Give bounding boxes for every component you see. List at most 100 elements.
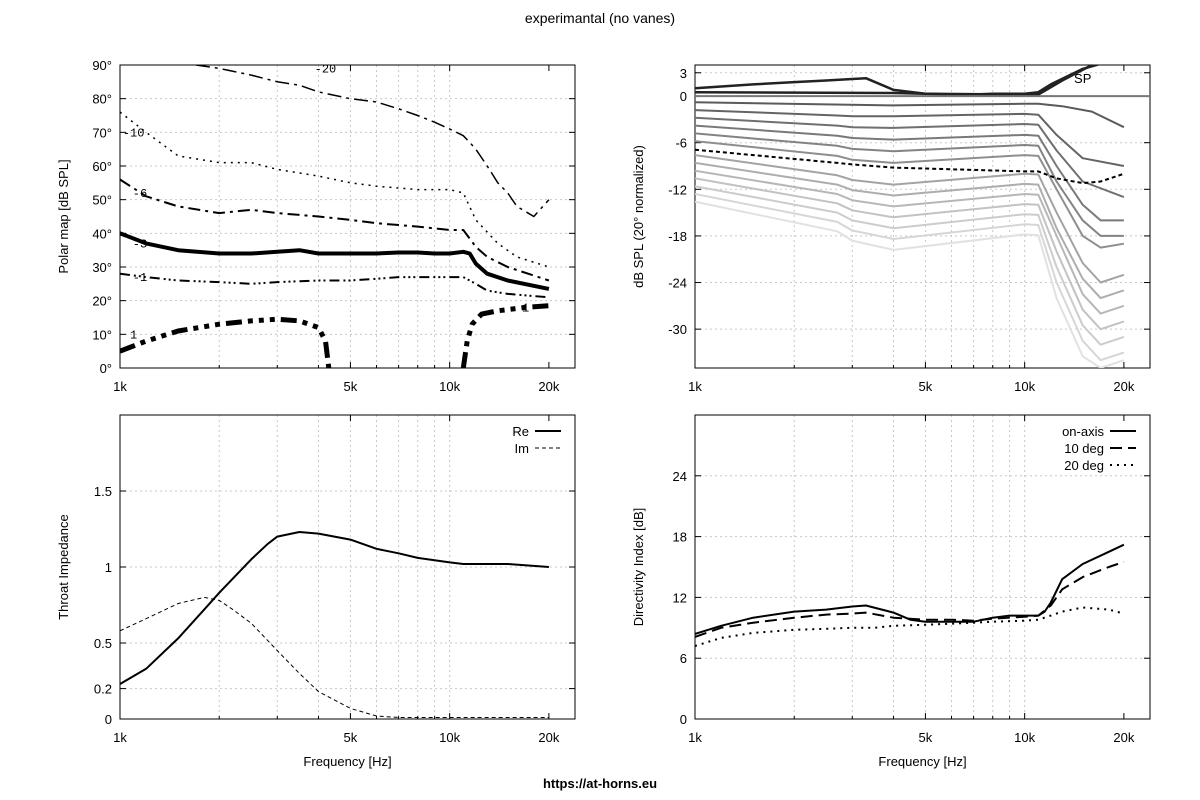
- legend-label: Im: [515, 441, 529, 456]
- series-line: [695, 132, 1124, 237]
- x-tick-label: 1k: [688, 730, 702, 745]
- series-line: [120, 272, 549, 299]
- y-tick-label: 0: [680, 89, 687, 104]
- legend-label: Re: [512, 424, 529, 439]
- page-title: experimantal (no vanes): [524, 10, 676, 26]
- x-tick-label: 20k: [538, 730, 559, 745]
- series-line: [695, 169, 1125, 315]
- y-tick-label: 0: [680, 712, 687, 727]
- series-line: [695, 193, 1125, 362]
- contour-label: -6: [133, 187, 147, 201]
- y-tick-label: 24: [673, 469, 687, 484]
- series-line: [120, 596, 549, 718]
- x-tick-label: 10k: [1014, 379, 1035, 394]
- x-tick-label: 1k: [113, 730, 127, 745]
- series-group: [695, 543, 1125, 647]
- y-tick-label: 1: [105, 560, 112, 575]
- series-line: [695, 148, 1125, 185]
- contour-label: -3: [133, 237, 147, 251]
- series-line: [695, 154, 1125, 284]
- y-tick-label: 10°: [92, 327, 112, 342]
- y-tick-label: 0.2: [94, 682, 112, 697]
- series-line: [695, 140, 1125, 249]
- series-line: [695, 185, 1125, 346]
- series-line: [695, 101, 1125, 129]
- y-tick-label: 60°: [92, 159, 112, 174]
- footer-url: https://at-horns.eu: [542, 776, 658, 791]
- y-axis-label: Throat Impedance: [56, 514, 71, 620]
- series-line: [695, 200, 1125, 368]
- series-line: [460, 303, 550, 368]
- y-tick-label: 80°: [92, 92, 112, 107]
- x-tick-label: 1k: [688, 379, 702, 394]
- y-tick-label: 50°: [92, 193, 112, 208]
- series-line: [120, 111, 550, 268]
- series-line: [695, 65, 1098, 96]
- series-line: [695, 560, 1125, 638]
- series-line: [120, 178, 550, 282]
- y-tick-label: -6: [675, 136, 687, 151]
- x-tick-label: 20k: [538, 379, 559, 394]
- series-line: [695, 543, 1125, 635]
- series-group: [120, 65, 550, 368]
- contour-label: 1: [130, 328, 137, 342]
- y-tick-label: -18: [668, 229, 687, 244]
- y-tick-label: 3: [680, 66, 687, 81]
- series-line: [695, 65, 1102, 96]
- y-tick-label: -24: [668, 276, 687, 291]
- series-line: [120, 316, 332, 368]
- series-group: [695, 65, 1150, 368]
- x-tick-label: 1k: [113, 379, 127, 394]
- y-tick-label: 70°: [92, 125, 112, 140]
- y-tick-label: 30°: [92, 260, 112, 275]
- x-tick-label: 5k: [344, 730, 358, 745]
- series-line: [195, 65, 550, 218]
- x-tick-label: 5k: [919, 730, 933, 745]
- y-tick-label: 0.5: [94, 636, 112, 651]
- contour-label: -20: [315, 62, 337, 76]
- y-tick-label: -30: [668, 322, 687, 337]
- contour-label: -10: [123, 126, 145, 140]
- y-tick-label: 0: [105, 712, 112, 727]
- series-line: [695, 109, 1125, 167]
- legend-label: 20 deg: [1064, 458, 1104, 473]
- y-tick-label: 90°: [92, 58, 112, 73]
- y-tick-label: 6: [680, 651, 687, 666]
- series-line: [695, 606, 1125, 647]
- series-group: [120, 531, 549, 718]
- legend-label: on-axis: [1062, 424, 1104, 439]
- y-tick-label: 40°: [92, 226, 112, 241]
- chart-directivity: 1k 5k 10k 20k 0 6 12 18 24 Frequency [Hz] Directiv…: [631, 414, 1151, 769]
- series-line: [695, 116, 1125, 199]
- x-axis-label: Frequency [Hz]: [303, 754, 391, 769]
- x-tick-label: 20k: [1113, 379, 1134, 394]
- contour-label: -1: [133, 271, 147, 285]
- plot-frame: [119, 64, 576, 369]
- y-axis-label: Polar map [dB SPL]: [56, 159, 71, 273]
- series-line: [695, 177, 1125, 331]
- x-tick-label: 5k: [344, 379, 358, 394]
- plot-frame: [694, 414, 1151, 720]
- y-tick-label: 0°: [100, 361, 112, 376]
- y-axis-label: Directivity Index [dB]: [631, 508, 646, 627]
- chart-polar: 1k 5k 10k 20k 0° 10° 20° 30° 40° 50° 60° 70° 80° 90° P…: [56, 58, 576, 394]
- series-line: [120, 531, 549, 685]
- y-tick-label: 1.5: [94, 484, 112, 499]
- y-tick-label: 20°: [92, 294, 112, 309]
- plot-frame: [694, 64, 1151, 369]
- chart-normalized: 1k 5k 10k 20k 3 0 -6 -12 -18 -24 -30 dB SPL (20° no…: [631, 64, 1151, 394]
- x-tick-label: 5k: [919, 379, 933, 394]
- x-tick-label: 20k: [1113, 730, 1134, 745]
- y-tick-label: -12: [668, 182, 687, 197]
- legend-label: 10 deg: [1064, 441, 1104, 456]
- y-axis-label: dB SPL (20° normalized): [631, 145, 646, 288]
- contour-label: 1: [522, 301, 529, 315]
- x-tick-label: 10k: [1014, 730, 1035, 745]
- x-tick-label: 10k: [439, 379, 460, 394]
- series-line: [120, 231, 550, 291]
- x-tick-label: 10k: [439, 730, 460, 745]
- chart-annotation: SP: [1074, 71, 1091, 86]
- series-line: [695, 124, 1124, 222]
- y-tick-label: 12: [673, 590, 687, 605]
